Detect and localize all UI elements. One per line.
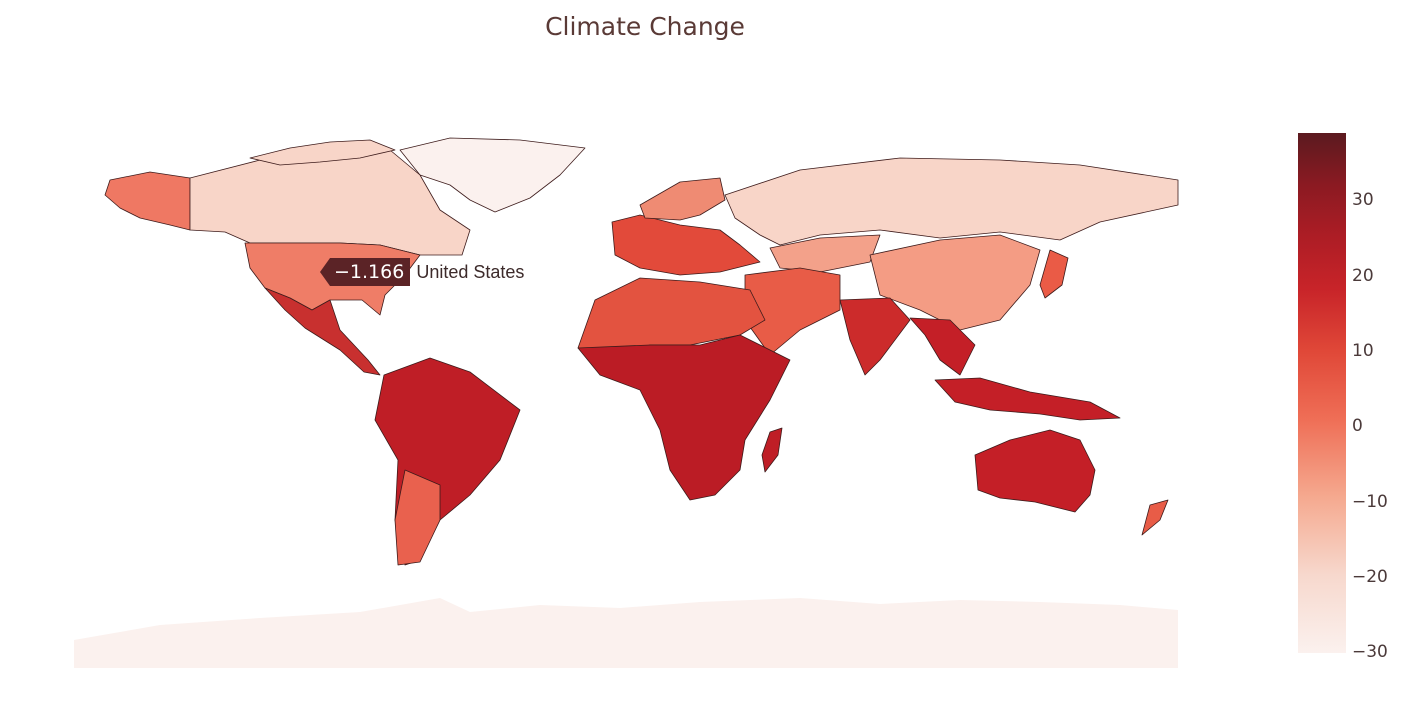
- region-scandinavia: [639, 177, 726, 221]
- region-australia: [974, 429, 1096, 513]
- region-argentina-chile: [394, 469, 441, 566]
- chart-title: Climate Change: [545, 12, 745, 41]
- region-indonesia: [934, 377, 1121, 421]
- colorbar-tick: 0: [1352, 416, 1363, 436]
- region-india: [839, 297, 911, 376]
- arrow-left-icon: [320, 258, 330, 286]
- colorbar-tick: 30: [1352, 190, 1374, 210]
- tooltip-value: −1.166: [330, 258, 411, 286]
- region-central-asia: [769, 234, 881, 273]
- region-russia: [724, 157, 1179, 246]
- region-antarctica: [74, 598, 1178, 668]
- region-new-zealand: [1141, 499, 1169, 536]
- colorbar-tick: 10: [1352, 341, 1374, 361]
- region-japan: [1039, 249, 1069, 299]
- colorbar-tick: −20: [1352, 567, 1388, 587]
- colorbar-tick: −30: [1352, 642, 1388, 662]
- region-greenland: [399, 137, 586, 213]
- hover-tooltip: −1.166 United States: [320, 258, 524, 286]
- region-mexico: [264, 287, 381, 376]
- region-china: [869, 234, 1041, 331]
- region-subsaharan-africa: [577, 334, 791, 501]
- region-madagascar: [761, 427, 783, 473]
- tooltip-country: United States: [416, 261, 525, 282]
- region-alaska: [104, 171, 191, 231]
- region-arctic-islands: [249, 139, 396, 166]
- colorbar-tick: 20: [1352, 266, 1374, 286]
- colorbar-tick: −10: [1352, 492, 1388, 512]
- region-southeast-asia: [909, 317, 976, 376]
- colorbar: [1298, 133, 1346, 653]
- region-europe: [611, 214, 761, 276]
